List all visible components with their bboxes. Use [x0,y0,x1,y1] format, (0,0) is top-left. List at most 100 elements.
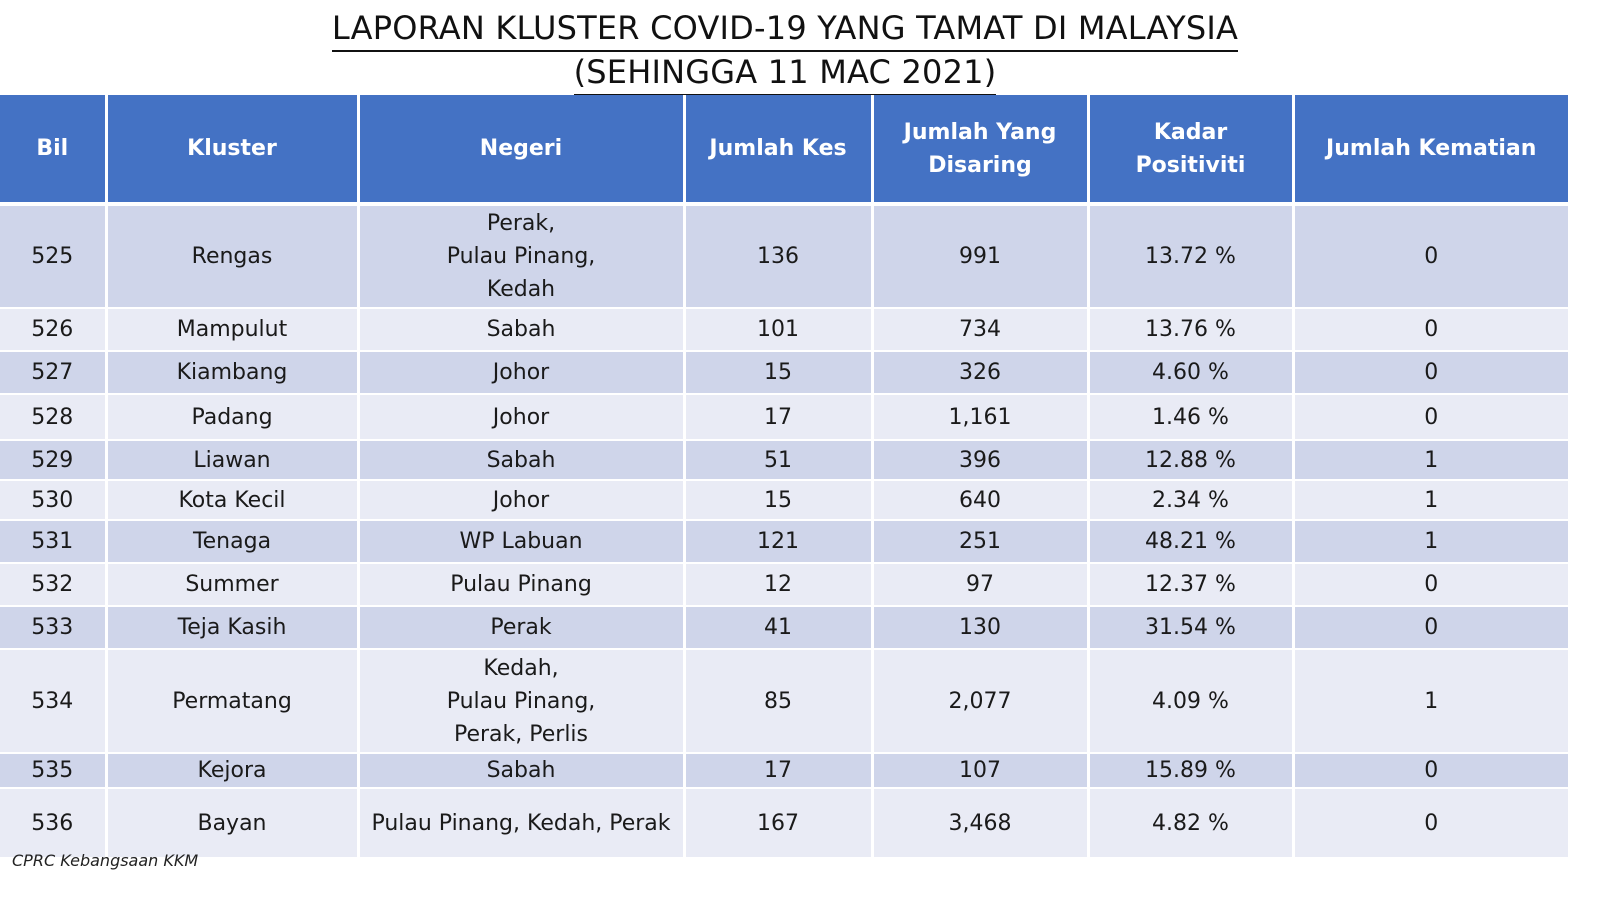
cell-kluster: Permatang [106,649,360,754]
cell-kluster: Kejora [106,753,360,789]
source-note: CPRC Kebangsaan KKM [12,851,199,870]
cell-jumlah-kematian: 0 [1293,563,1568,607]
header-jumlah-disaring: Jumlah Yang Disaring [872,95,1090,206]
title-line-2: (SEHINGGA 11 MAC 2021) [573,50,997,96]
table-row: 529 Liawan Sabah 51 396 12.88 % 1 [0,440,1568,481]
cell-bil: 528 [0,394,108,441]
cell-negeri: WP Labuan [358,520,686,564]
cell-kadar-positiviti: 4.82 % [1088,788,1295,859]
cell-negeri: Perak [358,606,686,650]
cell-jumlah-kes: 101 [684,308,874,352]
cell-jumlah-disaring: 1,161 [872,394,1090,441]
cell-negeri: Sabah [358,308,686,352]
cell-kadar-positiviti: 4.60 % [1088,351,1295,395]
header-negeri: Negeri [358,95,686,206]
cell-jumlah-disaring: 734 [872,308,1090,352]
report-title: LAPORAN KLUSTER COVID-19 YANG TAMAT DI M… [0,6,1570,96]
cell-kluster: Kota Kecil [106,480,360,521]
cell-negeri: Johor [358,394,686,441]
table-row: 531 Tenaga WP Labuan 121 251 48.21 % 1 [0,520,1568,564]
cell-jumlah-kes: 136 [684,204,874,309]
header-kluster: Kluster [106,95,360,206]
cell-jumlah-disaring: 991 [872,204,1090,309]
cell-jumlah-kematian: 1 [1293,480,1568,521]
cell-jumlah-kes: 51 [684,440,874,481]
cell-negeri: Sabah [358,440,686,481]
cell-kluster: Teja Kasih [106,606,360,650]
cell-jumlah-kematian: 0 [1293,753,1568,789]
cell-jumlah-disaring: 130 [872,606,1090,650]
cell-bil: 525 [0,204,108,309]
cell-jumlah-disaring: 97 [872,563,1090,607]
cell-jumlah-disaring: 2,077 [872,649,1090,754]
cell-jumlah-disaring: 640 [872,480,1090,521]
cell-jumlah-kes: 15 [684,480,874,521]
cell-jumlah-disaring: 107 [872,753,1090,789]
cell-bil: 531 [0,520,108,564]
table-row: 532 Summer Pulau Pinang 12 97 12.37 % 0 [0,563,1568,607]
table-row: 530 Kota Kecil Johor 15 640 2.34 % 1 [0,480,1568,521]
cell-kluster: Summer [106,563,360,607]
table-row: 533 Teja Kasih Perak 41 130 31.54 % 0 [0,606,1568,650]
cell-bil: 532 [0,563,108,607]
cell-kadar-positiviti: 1.46 % [1088,394,1295,441]
cell-jumlah-kematian: 0 [1293,394,1568,441]
cell-kadar-positiviti: 48.21 % [1088,520,1295,564]
cell-bil: 530 [0,480,108,521]
cell-bil: 527 [0,351,108,395]
table-header-row: Bil Kluster Negeri Jumlah Kes Jumlah Yan… [0,95,1568,206]
cell-kadar-positiviti: 12.88 % [1088,440,1295,481]
cell-jumlah-kes: 12 [684,563,874,607]
cell-negeri: Johor [358,351,686,395]
cell-jumlah-kematian: 0 [1293,788,1568,859]
table-row: 526 Mampulut Sabah 101 734 13.76 % 0 [0,308,1568,352]
cell-kluster: Padang [106,394,360,441]
cell-kluster: Liawan [106,440,360,481]
table-row: 535 Kejora Sabah 17 107 15.89 % 0 [0,753,1568,789]
cell-jumlah-kes: 121 [684,520,874,564]
cell-bil: 529 [0,440,108,481]
header-bil: Bil [0,95,108,206]
cell-jumlah-kematian: 0 [1293,351,1568,395]
table-row: 527 Kiambang Johor 15 326 4.60 % 0 [0,351,1568,395]
cell-bil: 536 [0,788,108,859]
cell-jumlah-kematian: 0 [1293,308,1568,352]
cell-kadar-positiviti: 2.34 % [1088,480,1295,521]
cell-jumlah-kematian: 1 [1293,649,1568,754]
cell-jumlah-disaring: 396 [872,440,1090,481]
table-row: 536 Bayan Pulau Pinang, Kedah, Perak 167 3,4… [0,788,1568,859]
table-row: 525 Rengas Perak, Pulau Pinang, Kedah 136 99… [0,204,1568,309]
cell-negeri: Johor [358,480,686,521]
table-row: 528 Padang Johor 17 1,161 1.46 % 0 [0,394,1568,441]
cell-jumlah-kematian: 1 [1293,440,1568,481]
cell-jumlah-kematian: 1 [1293,520,1568,564]
table-row: 534 Permatang Kedah, Pulau Pinang, Perak, … [0,649,1568,754]
cell-jumlah-kes: 17 [684,753,874,789]
header-kadar-positiviti: Kadar Positiviti [1088,95,1295,206]
cell-bil: 534 [0,649,108,754]
cell-jumlah-kes: 17 [684,394,874,441]
cell-bil: 535 [0,753,108,789]
cell-kadar-positiviti: 13.72 % [1088,204,1295,309]
cell-kluster: Mampulut [106,308,360,352]
table-body: 525 Rengas Perak, Pulau Pinang, Kedah 136 99… [0,204,1568,859]
cell-negeri: Perak, Pulau Pinang, Kedah [358,204,686,309]
cell-jumlah-disaring: 251 [872,520,1090,564]
cell-jumlah-kes: 85 [684,649,874,754]
cell-jumlah-kes: 41 [684,606,874,650]
header-jumlah-kematian: Jumlah Kematian [1293,95,1568,206]
cell-jumlah-disaring: 326 [872,351,1090,395]
cell-bil: 533 [0,606,108,650]
cell-kadar-positiviti: 4.09 % [1088,649,1295,754]
cell-kadar-positiviti: 15.89 % [1088,753,1295,789]
cell-kluster: Rengas [106,204,360,309]
cell-bil: 526 [0,308,108,352]
cell-kluster: Bayan [106,788,360,859]
cell-jumlah-disaring: 3,468 [872,788,1090,859]
clusters-table: Bil Kluster Negeri Jumlah Kes Jumlah Yan… [0,95,1568,859]
title-line-1: LAPORAN KLUSTER COVID-19 YANG TAMAT DI M… [331,6,1239,52]
cell-kadar-positiviti: 12.37 % [1088,563,1295,607]
cell-negeri: Pulau Pinang [358,563,686,607]
cell-kluster: Kiambang [106,351,360,395]
cell-jumlah-kematian: 0 [1293,606,1568,650]
